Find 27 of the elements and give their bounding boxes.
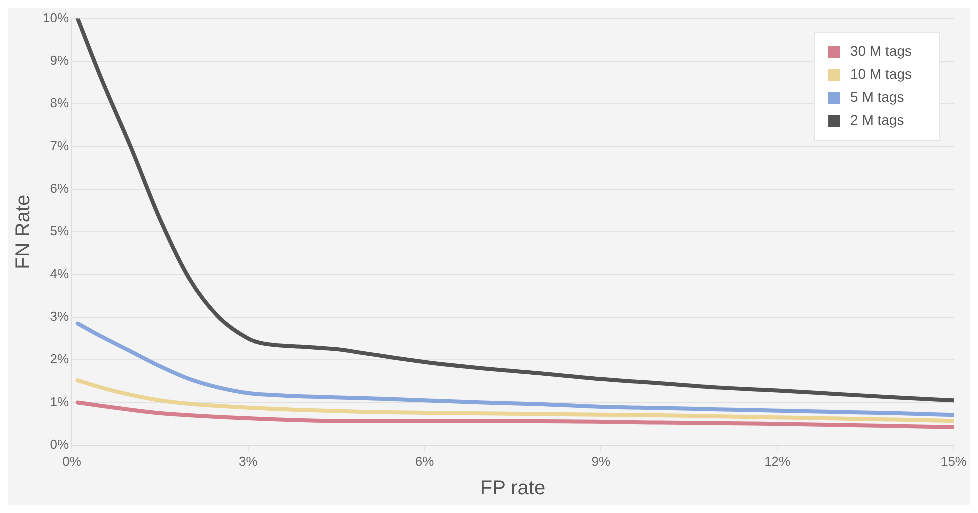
y-tick-label: 8%	[50, 96, 70, 111]
legend-label: 10 M tags	[850, 66, 912, 82]
x-tick-label: 0%	[62, 454, 82, 469]
y-tick-label: 5%	[50, 224, 70, 239]
y-tick-label: 2%	[50, 352, 70, 367]
y-tick-label: 10%	[42, 10, 70, 26]
x-tick-label: 15%	[940, 454, 968, 469]
legend-label: 30 M tags	[850, 43, 912, 60]
line-series	[76, 322, 954, 418]
line-series	[76, 18, 954, 403]
y-axis-title: FN Rate	[12, 194, 35, 270]
x-tick-label: 9%	[592, 454, 612, 469]
legend-label: 5 M tags	[850, 89, 904, 106]
y-tick-label: 7%	[50, 138, 70, 154]
y-tick-label: 3%	[50, 309, 70, 324]
legend-label: 2 M tags	[850, 112, 904, 128]
x-tick-label: 6%	[415, 454, 435, 469]
line-series	[76, 400, 954, 430]
y-tick-label: 6%	[50, 181, 70, 196]
line-series	[76, 378, 954, 424]
y-tick-label: 1%	[50, 394, 70, 410]
y-tick-label: 9%	[50, 53, 70, 68]
x-tick-label: 12%	[764, 454, 792, 469]
x-tick-label: 3%	[239, 454, 258, 469]
y-tick-label: 4%	[50, 266, 70, 282]
y-tick-label: 0%	[50, 436, 70, 452]
x-axis-title: FP rate	[480, 478, 546, 500]
